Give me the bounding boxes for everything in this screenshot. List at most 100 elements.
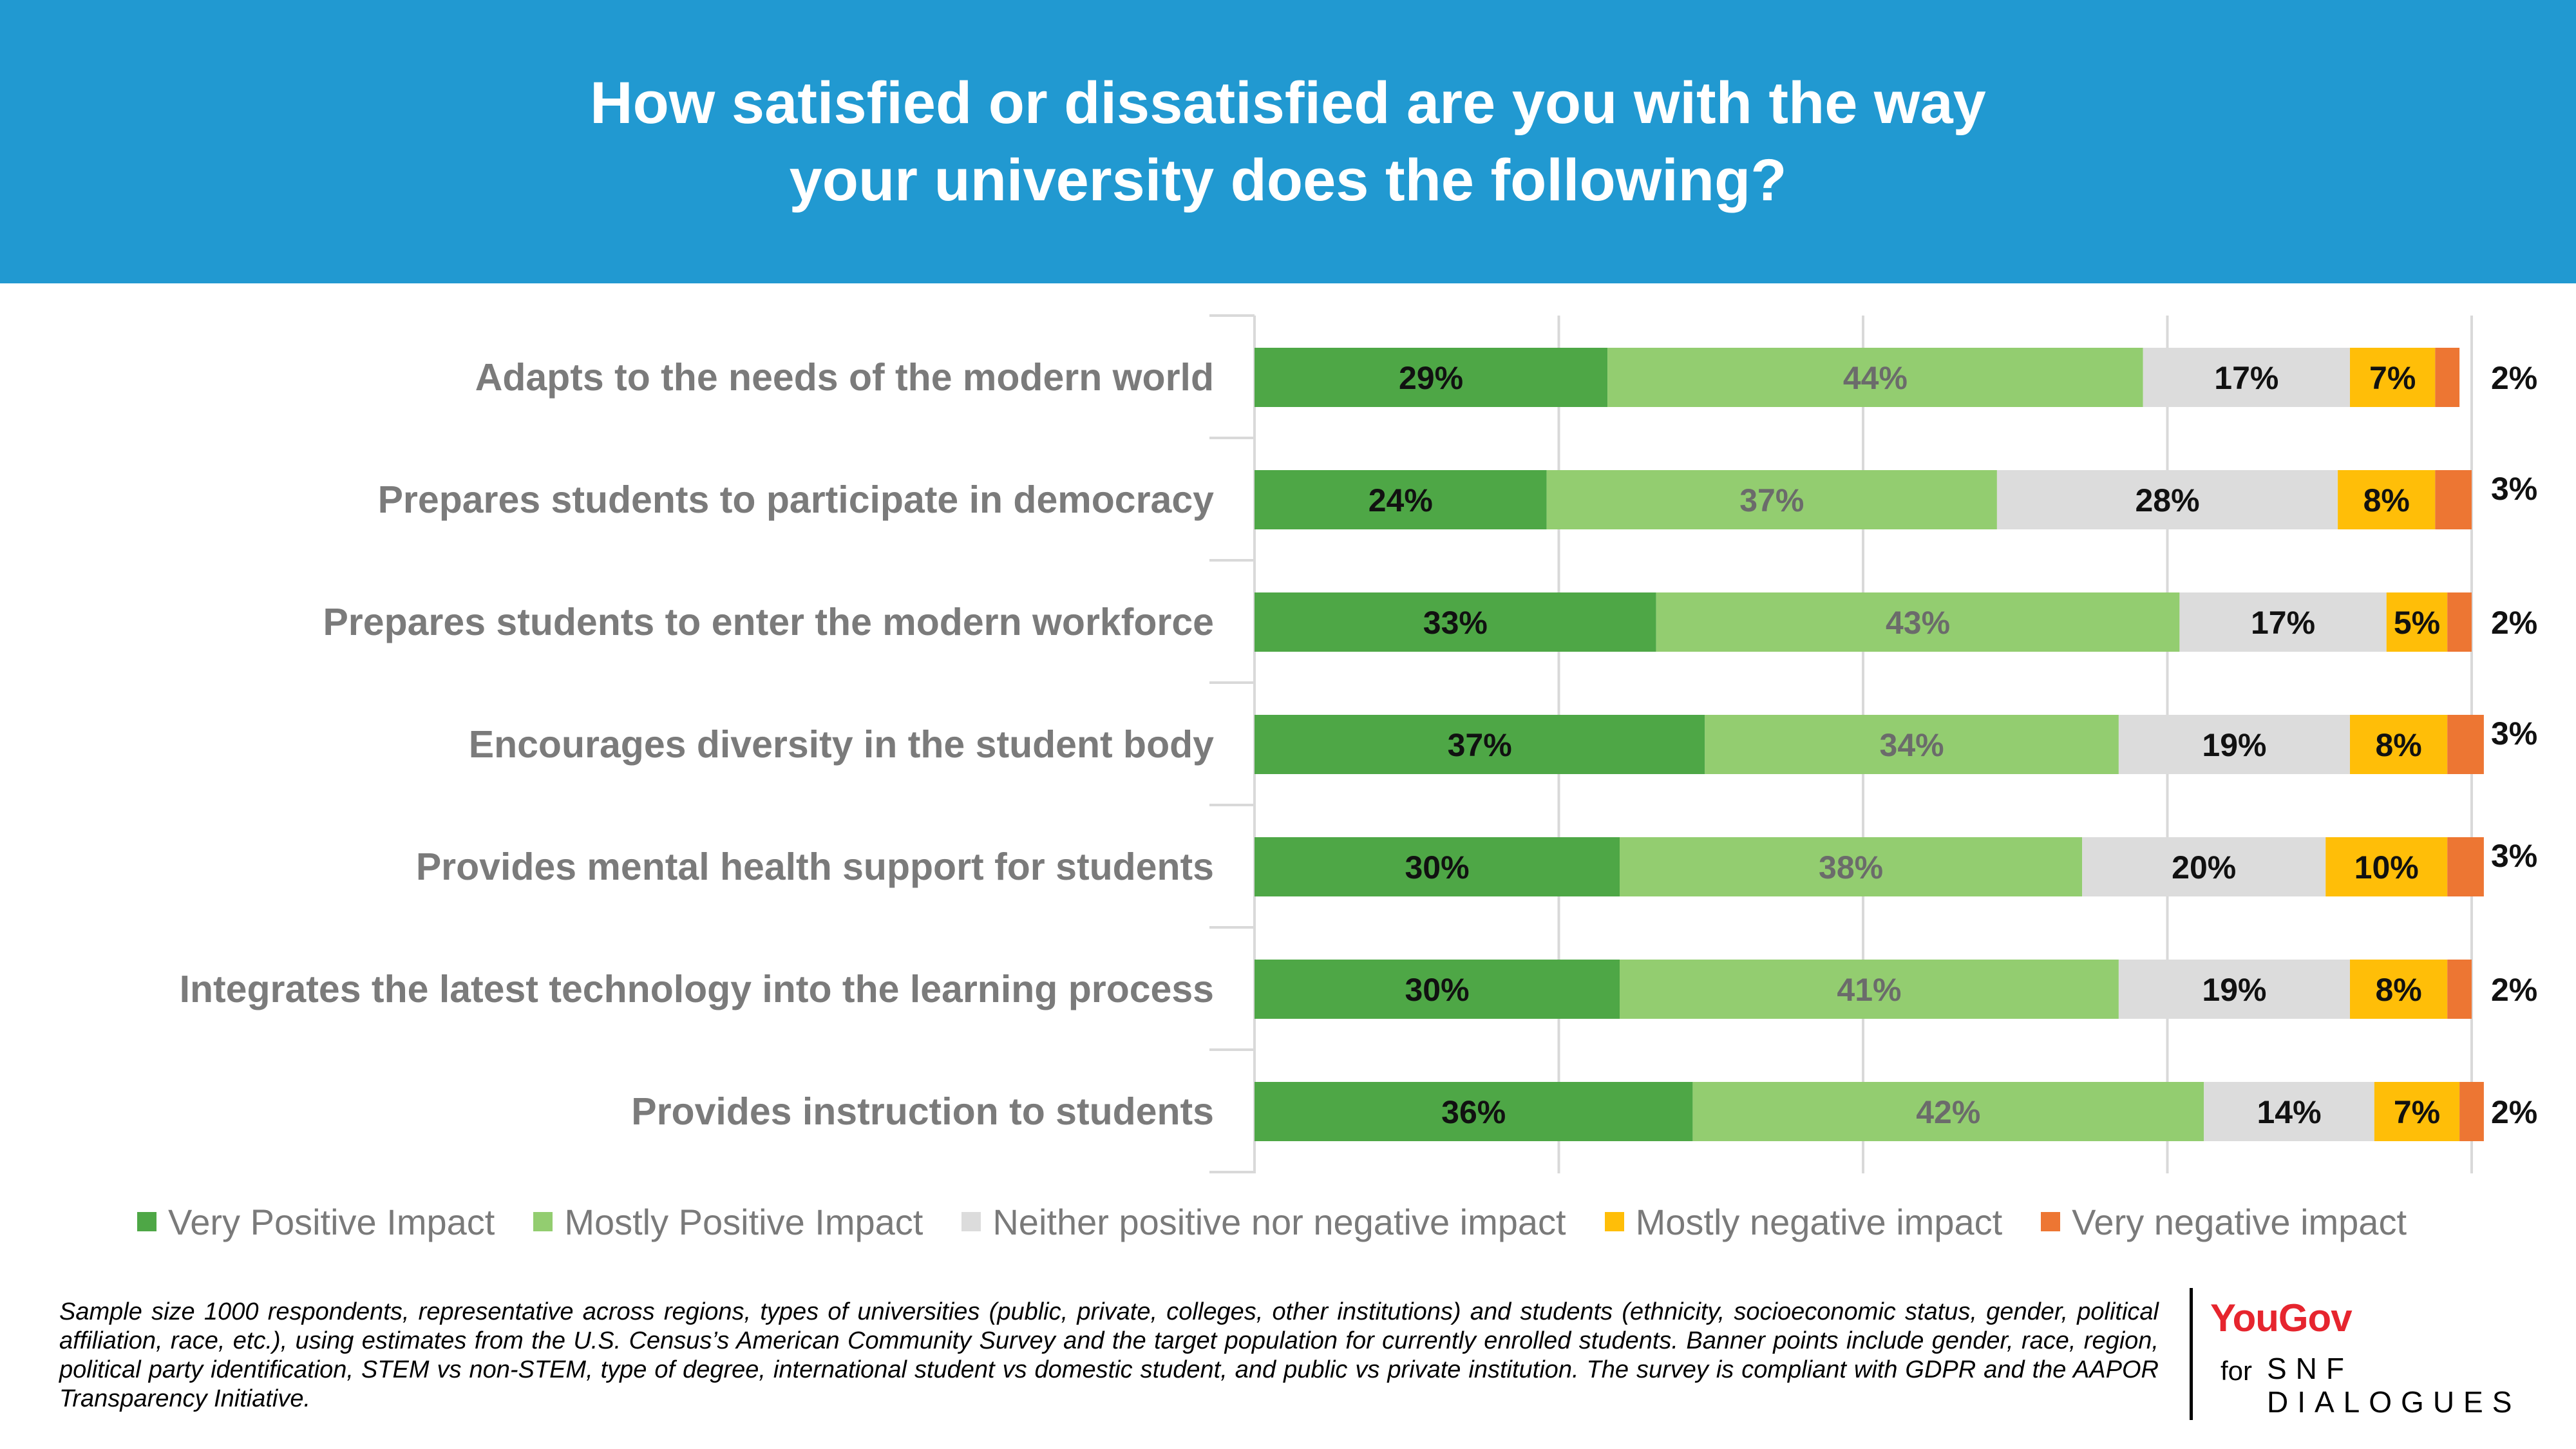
data-label: 2% — [2491, 360, 2537, 396]
bar-segment — [1692, 1082, 2204, 1141]
bar-segment — [2447, 715, 2484, 774]
bar-segment — [2435, 348, 2460, 407]
chart-title-line-2: your university does the following? — [789, 147, 1787, 213]
bar-segment — [2447, 837, 2484, 896]
bar-segment — [1255, 470, 1547, 529]
legend-label: Very negative impact — [2072, 1201, 2407, 1242]
bar-segment — [2118, 715, 2350, 774]
data-label: 36% — [1441, 1094, 1506, 1130]
bar-segment — [2350, 960, 2448, 1019]
yougov-logo: YouGov — [2210, 1296, 2353, 1340]
bar-segment — [1255, 715, 1705, 774]
legend-label: Very Positive Impact — [168, 1201, 495, 1242]
legend-item: Very negative impact — [2041, 1201, 2407, 1243]
data-label: 41% — [1837, 972, 1901, 1008]
bar-segment — [2204, 1082, 2374, 1141]
legend-swatch — [137, 1212, 156, 1231]
bar-segment — [2459, 1082, 2484, 1141]
data-label: 2% — [2491, 605, 2537, 641]
data-label: 28% — [2135, 482, 2199, 518]
bar-segment — [1255, 960, 1620, 1019]
labels: Adapts to the needs of the modern world 2… — [180, 356, 2538, 1133]
chart-legend: Very Positive Impact Mostly Positive Impa… — [137, 1199, 2445, 1244]
bar-segment — [1996, 470, 2338, 529]
bar-segment — [1255, 592, 1656, 652]
bar-segment — [1656, 592, 2180, 652]
data-label: 3% — [2491, 838, 2537, 874]
logo-for-text: for — [2221, 1356, 2253, 1386]
data-label: 43% — [1886, 605, 1950, 641]
data-label: 2% — [2491, 1094, 2537, 1130]
legend-swatch — [2041, 1212, 2061, 1231]
data-label: 7% — [2369, 360, 2416, 396]
dialogues-logo-line: DIALOGUES — [2267, 1385, 2521, 1419]
data-label: 5% — [2394, 605, 2440, 641]
data-label: 20% — [2172, 849, 2236, 886]
bar-segment — [2447, 592, 2472, 652]
bar-segment — [2350, 715, 2448, 774]
category-label: Integrates the latest technology into th… — [180, 968, 1214, 1010]
bar-segment — [2350, 348, 2436, 407]
legend-item: Very Positive Impact — [137, 1201, 495, 1243]
data-label: 44% — [1843, 360, 1908, 396]
data-label: 30% — [1405, 849, 1469, 886]
bar-segment — [2118, 960, 2350, 1019]
data-label: 19% — [2202, 727, 2266, 763]
category-label: Encourages diversity in the student body — [469, 723, 1214, 766]
category-label: Adapts to the needs of the modern world — [475, 356, 1214, 399]
bar-segment — [1255, 837, 1620, 896]
data-label: 38% — [1819, 849, 1883, 886]
bar-segment — [2082, 837, 2326, 896]
legend-item: Mostly negative impact — [1604, 1201, 2003, 1243]
data-label: 29% — [1399, 360, 1463, 396]
data-label: 8% — [2375, 972, 2421, 1008]
data-label: 2% — [2491, 972, 2537, 1008]
bar-segment — [2386, 592, 2448, 652]
category-label: Provides instruction to students — [631, 1090, 1214, 1133]
legend-swatch — [533, 1212, 553, 1231]
data-label: 24% — [1368, 482, 1433, 518]
snf-logo-line: SNF — [2267, 1352, 2353, 1385]
data-label: 34% — [1880, 727, 1944, 763]
data-label: 17% — [2214, 360, 2278, 396]
legend-label: Mostly Positive Impact — [564, 1201, 923, 1242]
title-banner: How satisfied or dissatisfied are you wi… — [0, 0, 2576, 283]
data-label: 14% — [2257, 1094, 2321, 1130]
chart-title-line-1: How satisfied or dissatisfied are you wi… — [590, 70, 1986, 136]
bar-segment — [2435, 470, 2472, 529]
bar-segment — [1620, 960, 2119, 1019]
bar-segment — [1705, 715, 2119, 774]
bar-segment — [1546, 470, 1997, 529]
data-label: 37% — [1448, 727, 1512, 763]
data-label: 7% — [2394, 1094, 2440, 1130]
category-label: Prepares students to participate in demo… — [378, 478, 1215, 521]
bar-segment — [1255, 1082, 1693, 1141]
data-label: 30% — [1405, 972, 1469, 1008]
bar-segment — [2447, 960, 2472, 1019]
category-label: Prepares students to enter the modern wo… — [323, 601, 1214, 643]
bar-segment — [2325, 837, 2448, 896]
legend-label: Mostly negative impact — [1635, 1201, 2003, 1242]
data-label: 8% — [2363, 482, 2410, 518]
bar-segment — [2179, 592, 2387, 652]
methodology-footnote: Sample size 1000 respondents, representa… — [59, 1298, 2159, 1412]
data-label: 8% — [2375, 727, 2421, 763]
bars — [1255, 348, 2484, 1141]
bar-segment — [1607, 348, 2143, 407]
data-label: 37% — [1739, 482, 1804, 518]
legend-label: Neither positive nor negative impact — [992, 1201, 1566, 1242]
logo-divider — [2190, 1288, 2193, 1420]
bar-segment — [1620, 837, 2083, 896]
category-label: Provides mental health support for stude… — [416, 846, 1214, 888]
data-label: 3% — [2491, 715, 2537, 752]
legend-item: Mostly Positive Impact — [533, 1201, 923, 1243]
data-label: 17% — [2251, 605, 2315, 641]
legend-swatch — [1604, 1212, 1624, 1231]
bar-segment — [2338, 470, 2436, 529]
data-label: 42% — [1916, 1094, 1980, 1130]
bar-segment — [2374, 1082, 2460, 1141]
bar-segment — [2143, 348, 2350, 407]
data-label: 19% — [2202, 972, 2266, 1008]
legend-item: Neither positive nor negative impact — [961, 1201, 1566, 1243]
